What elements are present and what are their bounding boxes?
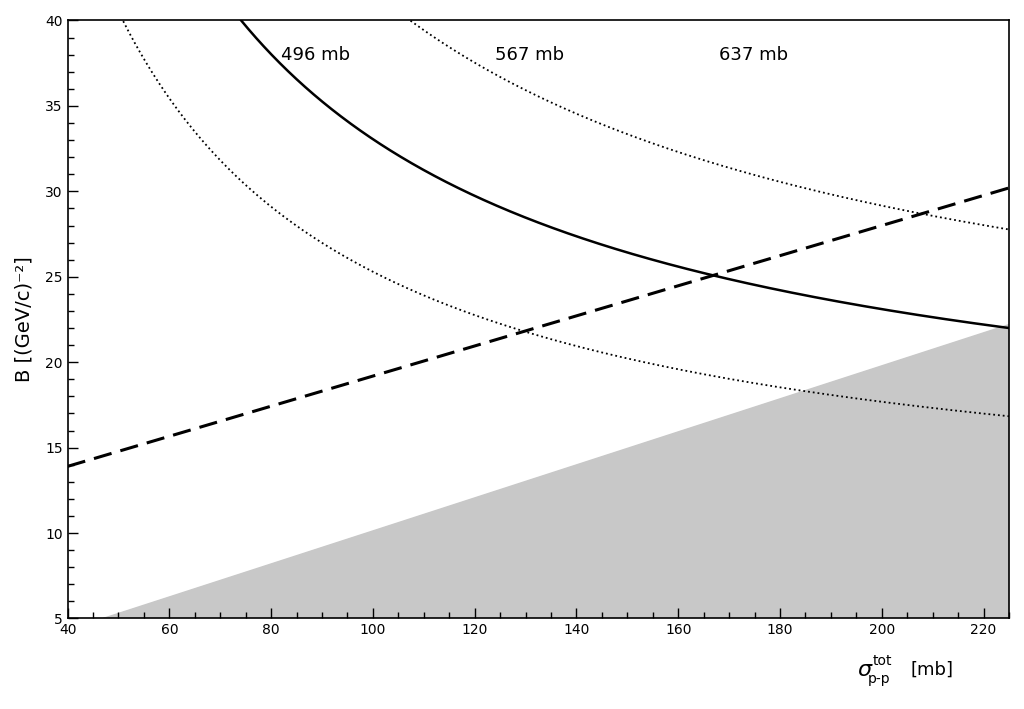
Text: $\sigma$: $\sigma$	[857, 660, 873, 680]
Text: 567 mb: 567 mb	[495, 46, 564, 64]
Text: 637 mb: 637 mb	[719, 46, 788, 64]
Polygon shape	[103, 325, 1009, 618]
Text: [mb]: [mb]	[910, 661, 953, 679]
Text: tot: tot	[872, 654, 893, 668]
Y-axis label: B [(GeV/c)⁻²]: B [(GeV/c)⁻²]	[15, 257, 34, 382]
Text: p-p: p-p	[867, 672, 890, 686]
Text: 496 mb: 496 mb	[282, 46, 350, 64]
